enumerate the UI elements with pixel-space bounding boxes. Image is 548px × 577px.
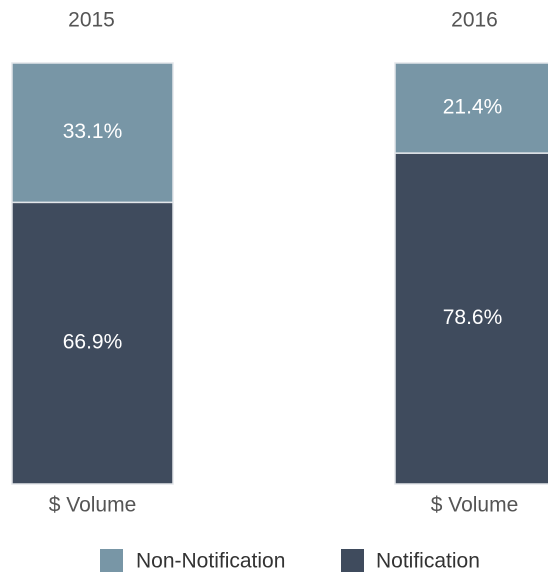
bar-segment <box>11 201 174 485</box>
x-tick-label: $ Volume <box>431 494 519 517</box>
data-label: 78.6% <box>443 306 503 329</box>
x-tick-label: $ Volume <box>49 494 137 517</box>
data-label: 33.1% <box>63 120 123 143</box>
bar-segment <box>394 62 548 154</box>
bar-segment <box>394 152 548 485</box>
legend-swatch <box>100 549 123 572</box>
panel-title: 2015 <box>68 9 115 32</box>
legend-label: Non-Notification <box>136 550 285 573</box>
bar-segment <box>11 62 174 204</box>
data-label: 66.9% <box>63 331 123 354</box>
legend-swatch <box>341 549 364 572</box>
legend-label: Notification <box>376 550 480 573</box>
panel-title: 2016 <box>451 9 498 32</box>
data-label: 21.4% <box>443 96 503 119</box>
